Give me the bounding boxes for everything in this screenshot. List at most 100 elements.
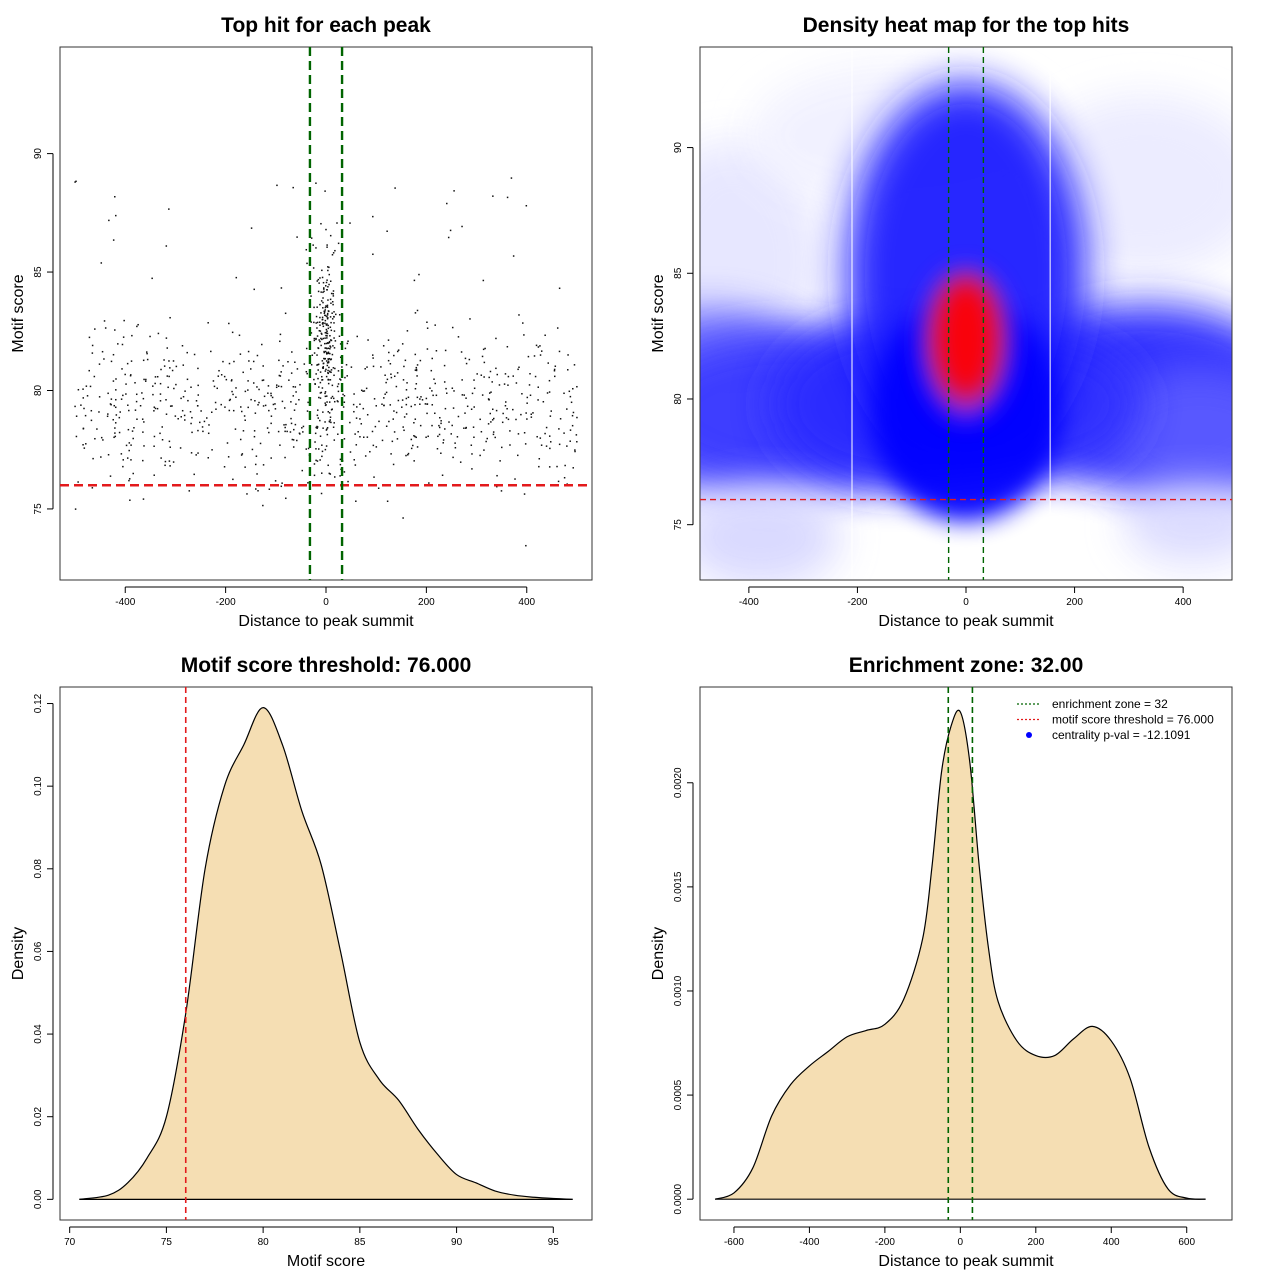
scatter-point xyxy=(378,420,380,423)
scatter-point xyxy=(491,381,493,383)
scatter-point xyxy=(366,436,369,438)
scatter-point xyxy=(253,288,255,291)
scatter-point xyxy=(473,387,476,390)
scatter-point xyxy=(339,458,342,461)
scatter-point xyxy=(287,361,289,363)
scatter-point xyxy=(329,416,332,418)
scatter-point xyxy=(405,403,408,406)
scatter-point xyxy=(279,444,281,446)
scatter-point xyxy=(233,360,235,363)
scatter-point xyxy=(468,358,471,361)
scatter-point xyxy=(548,466,551,468)
scatter-point xyxy=(190,422,192,425)
scatter-point xyxy=(74,405,76,408)
scatter-point xyxy=(454,446,457,449)
scatter-point xyxy=(210,411,213,413)
scatter-point xyxy=(372,253,374,256)
scatter-point xyxy=(142,397,145,400)
scatter-point xyxy=(184,390,186,392)
scatter-point xyxy=(85,385,88,387)
y-tick-label: 0.02 xyxy=(33,1107,44,1127)
x-axis-label: Motif score xyxy=(287,1253,365,1270)
scatter-point xyxy=(332,295,335,297)
scatter-point xyxy=(320,337,322,340)
scatter-point xyxy=(343,395,346,397)
scatter-point xyxy=(127,428,130,431)
scatter-point xyxy=(339,379,342,381)
scatter-point xyxy=(495,367,497,370)
scatter-point xyxy=(327,358,329,360)
scatter-point xyxy=(566,408,568,410)
scatter-point xyxy=(330,397,333,399)
scatter-point xyxy=(75,415,78,417)
scatter-point xyxy=(274,480,277,482)
scatter-point xyxy=(319,324,321,326)
scatter-point xyxy=(465,397,467,399)
scatter-point xyxy=(492,195,494,197)
scatter-point xyxy=(337,383,340,385)
scatter-point xyxy=(112,380,115,382)
scatter-point xyxy=(525,412,527,414)
scatter-point xyxy=(307,401,309,404)
scatter-point xyxy=(311,354,314,356)
scatter-point xyxy=(415,368,418,371)
scatter-point xyxy=(313,321,315,324)
scatter-point xyxy=(325,328,328,331)
scatter-point xyxy=(553,368,556,371)
scatter-point xyxy=(480,374,483,376)
scatter-point xyxy=(471,392,474,395)
scatter-point xyxy=(460,351,463,353)
scatter-point xyxy=(355,417,358,419)
scatter-point xyxy=(179,447,182,449)
scatter-point xyxy=(104,327,107,329)
scatter-point xyxy=(119,411,121,413)
scatter-point xyxy=(325,429,328,431)
legend-label: enrichment zone = 32 xyxy=(1052,697,1168,711)
scatter-point xyxy=(396,350,399,353)
scatter-point xyxy=(242,430,245,432)
scatter-point xyxy=(90,419,93,422)
scatter-point xyxy=(325,281,328,284)
scatter-point xyxy=(143,445,145,447)
scatter-point xyxy=(258,388,260,391)
scatter-point xyxy=(166,375,169,377)
scatter-point xyxy=(337,433,339,435)
y-axis-label: Motif score xyxy=(10,274,27,352)
scatter-point xyxy=(470,408,473,411)
scatter-point xyxy=(349,421,351,424)
y-tick-label: 85 xyxy=(673,267,684,279)
scatter-point xyxy=(327,317,329,319)
scatter-point xyxy=(329,358,332,361)
scatter-point xyxy=(507,418,510,421)
scatter-point xyxy=(440,420,442,422)
scatter-point xyxy=(354,464,357,466)
scatter-point xyxy=(479,454,481,457)
scatter-point xyxy=(407,452,410,455)
scatter-point xyxy=(569,395,572,398)
scatter-point xyxy=(112,418,114,421)
scatter-point xyxy=(493,417,495,420)
scatter-point xyxy=(341,366,343,368)
scatter-point xyxy=(266,427,269,429)
scatter-point xyxy=(115,378,117,380)
scatter-point xyxy=(444,349,447,352)
scatter-point xyxy=(321,269,323,272)
scatter-point xyxy=(301,427,303,429)
scatter-point xyxy=(231,331,234,334)
scatter-point xyxy=(523,493,526,495)
scatter-point xyxy=(569,440,571,442)
scatter-point xyxy=(329,345,331,347)
scatter-point xyxy=(323,351,325,354)
scatter-point xyxy=(86,395,89,397)
scatter-point xyxy=(89,385,92,388)
scatter-point xyxy=(202,430,204,433)
scatter-point xyxy=(414,312,417,314)
scatter-point xyxy=(375,446,378,448)
scatter-point xyxy=(490,421,492,423)
scatter-point xyxy=(442,442,444,444)
scatter-point xyxy=(168,375,170,378)
scatter-point xyxy=(410,405,413,408)
x-tick-label: -400 xyxy=(799,1237,819,1248)
scatter-point xyxy=(258,401,260,404)
scatter-point xyxy=(326,428,328,430)
